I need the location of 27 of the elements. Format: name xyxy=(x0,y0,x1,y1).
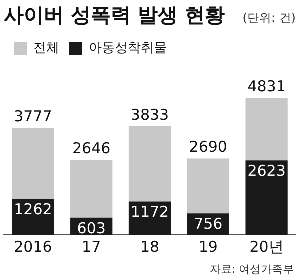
x-tick-label: 18 xyxy=(140,238,160,256)
legend-label: 전체 xyxy=(34,40,60,56)
bar xyxy=(12,199,54,235)
text: 자료: 여성가족부 xyxy=(210,263,294,276)
x-tick-label: 20년 xyxy=(250,238,284,256)
bar xyxy=(246,160,288,235)
data-label: 2623 xyxy=(248,162,286,180)
bar xyxy=(187,158,230,214)
legend-label: 아동성착취물 xyxy=(89,40,167,56)
x-tick-label: 17 xyxy=(82,238,102,256)
bar xyxy=(246,98,288,161)
chart-title: 사이버 성폭력 발생 현황 xyxy=(4,2,225,29)
data-label: 1172 xyxy=(130,203,170,222)
data-label: 756 xyxy=(194,214,223,233)
chart-subtitle: (단위: 건) xyxy=(242,10,296,27)
total-label: 2690 xyxy=(189,138,228,156)
x-tick-label: 19 xyxy=(198,238,218,256)
total-label: 2646 xyxy=(72,139,111,158)
bar xyxy=(128,126,172,202)
total-label: 4831 xyxy=(248,78,286,96)
data-label: 603 xyxy=(77,219,106,238)
total-label: 3777 xyxy=(14,107,52,126)
bar xyxy=(12,128,54,200)
x-tick-label: 2016 xyxy=(14,238,52,256)
bar xyxy=(70,160,113,218)
data-label: 1262 xyxy=(14,200,52,219)
total-label: 3833 xyxy=(130,106,170,124)
